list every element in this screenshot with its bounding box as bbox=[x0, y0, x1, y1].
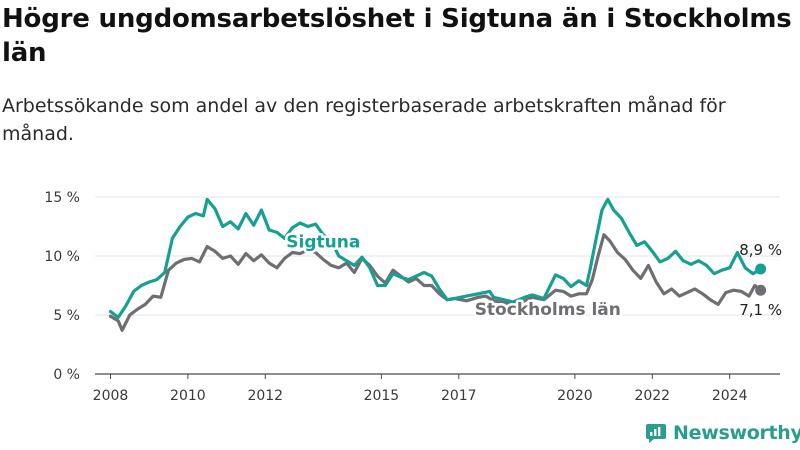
chart-title: Högre ungdomsarbetslöshet i Sigtuna än i… bbox=[2, 4, 792, 68]
y-tick-label: 10 % bbox=[44, 249, 80, 265]
sigtuna-end-label: 8,9 % bbox=[739, 241, 782, 259]
sigtuna-series-label: Sigtuna bbox=[286, 233, 360, 253]
x-tick-label: 2020 bbox=[557, 388, 593, 404]
sigtuna-line bbox=[108, 197, 763, 319]
stockholm-series-label: Stockholms län bbox=[475, 300, 621, 320]
x-tick-label: 2008 bbox=[93, 388, 129, 404]
newsworthy-logo-icon bbox=[646, 424, 666, 443]
newsworthy-logo: Newsworthy bbox=[645, 420, 800, 446]
stockholm-end-point bbox=[755, 284, 767, 296]
x-tick-label: 2022 bbox=[634, 388, 670, 404]
newsworthy-logo-text: Newsworthy bbox=[673, 422, 800, 444]
y-tick-label: 15 % bbox=[44, 190, 80, 206]
y-tick-label: 0 % bbox=[53, 367, 80, 383]
x-tick-label: 2024 bbox=[712, 388, 748, 404]
x-tick-label: 2017 bbox=[441, 388, 477, 404]
y-tick-label: 5 % bbox=[53, 308, 80, 324]
stockholm-line bbox=[108, 233, 763, 332]
sigtuna-end-point bbox=[755, 263, 767, 275]
stockholm-end-label: 7,1 % bbox=[739, 301, 782, 319]
x-tick-label: 2010 bbox=[170, 388, 206, 404]
chart-subtitle: Arbetssökande som andel av den registerb… bbox=[2, 95, 726, 145]
x-tick-label: 2015 bbox=[364, 388, 400, 404]
x-tick-label: 2012 bbox=[247, 388, 283, 404]
